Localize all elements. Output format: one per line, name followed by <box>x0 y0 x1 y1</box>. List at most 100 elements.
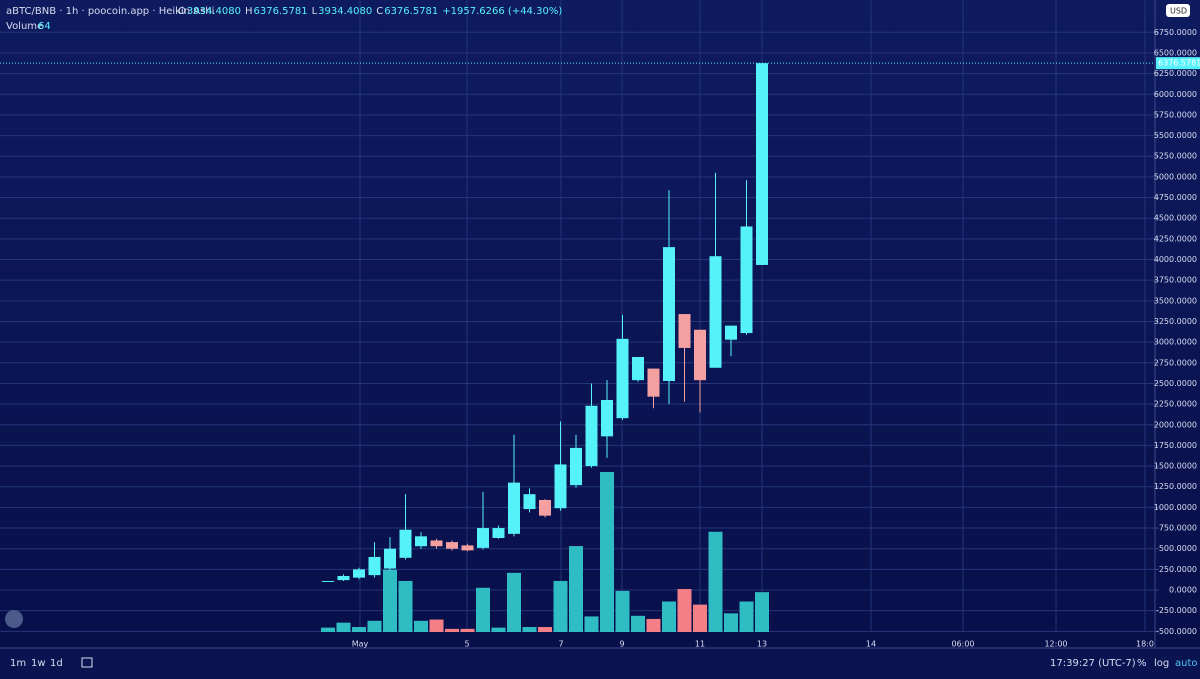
y-tick-label: 2250.0000 <box>1154 400 1197 409</box>
candle-body <box>616 338 629 419</box>
candle-body <box>601 399 613 437</box>
candle-body <box>353 569 365 578</box>
last-price-label: 6376.5781 <box>1158 59 1200 68</box>
candle-body <box>585 405 598 467</box>
y-tick-label: 2000.0000 <box>1154 420 1197 429</box>
y-tick-label: 6500.0000 <box>1154 48 1197 57</box>
volume-bar <box>755 592 769 632</box>
candle-body <box>492 528 505 538</box>
clock: 17:39:27 (UTC-7) <box>1050 658 1136 669</box>
candle-body <box>415 536 427 547</box>
y-tick-label: 3000.0000 <box>1154 338 1197 347</box>
change: +1957.6266 (+44.30%) <box>442 6 562 17</box>
y-tick-label: 4500.0000 <box>1154 214 1197 223</box>
volume-bar <box>522 627 537 632</box>
candle-body <box>399 529 412 558</box>
ohlc-key: H <box>245 6 253 17</box>
y-tick-label: 2750.0000 <box>1154 358 1197 367</box>
y-tick-label: 6000.0000 <box>1154 90 1197 99</box>
x-tick-label: 14 <box>866 640 876 649</box>
y-tick-label: 4250.0000 <box>1154 234 1197 243</box>
y-tick-label: 2500.0000 <box>1154 379 1197 388</box>
candle-body <box>756 63 768 265</box>
x-tick-label: 11 <box>695 640 705 649</box>
y-tick-label: 6750.0000 <box>1154 28 1197 37</box>
y-tick-label: 4750.0000 <box>1154 193 1197 202</box>
x-tick-label: 7 <box>558 640 563 649</box>
candle-body <box>647 368 660 397</box>
y-tick-label: 3250.0000 <box>1154 317 1197 326</box>
candle-body <box>539 499 551 516</box>
x-tick-label: 06:00 <box>951 640 974 649</box>
volume-bar <box>708 531 723 632</box>
y-tick-label: 0.0000 <box>1169 586 1197 595</box>
volume-bar <box>460 628 475 632</box>
volume-bar <box>677 589 692 632</box>
candle-body <box>709 256 722 368</box>
volume-bar <box>646 618 661 632</box>
volume-bar <box>538 627 552 632</box>
y-tick-label: 6250.0000 <box>1154 69 1197 78</box>
ohlc-value: 3934.4080 <box>318 6 372 17</box>
volume-bar <box>631 615 645 632</box>
x-tick-label: May <box>352 640 369 649</box>
volume-bar <box>693 604 707 632</box>
candle-body <box>384 548 396 569</box>
y-tick-label: -500.0000 <box>1156 627 1197 636</box>
volume-bar <box>724 613 738 632</box>
x-tick-label: 9 <box>619 640 624 649</box>
candle-body <box>632 357 644 381</box>
y-tick-label: 5250.0000 <box>1154 152 1197 161</box>
range-button[interactable]: 1d <box>50 658 63 669</box>
candle-body <box>461 545 474 551</box>
y-tick-label: 3500.0000 <box>1154 296 1197 305</box>
range-button[interactable]: 1m <box>10 658 26 669</box>
volume-bar <box>615 590 630 632</box>
candle-body <box>570 447 582 486</box>
log-toggle[interactable]: log <box>1154 658 1169 669</box>
volume-bar <box>352 627 366 632</box>
volume-bar <box>600 472 614 632</box>
ohlc-value: 6376.5781 <box>384 6 438 17</box>
percent-toggle[interactable]: % <box>1137 658 1147 669</box>
y-tick-label: 5500.0000 <box>1154 131 1197 140</box>
candle-body <box>678 314 691 348</box>
symbol: aBTC/BNB · 1h · poocoin.app · Heikin Ash… <box>6 6 214 17</box>
volume-bar <box>584 616 599 632</box>
candle-body <box>725 325 737 340</box>
volume-bar <box>569 546 583 632</box>
y-tick-label: 3750.0000 <box>1154 276 1197 285</box>
candle-body <box>554 464 567 509</box>
currency[interactable]: USD <box>1170 7 1187 16</box>
volume-bar <box>662 601 676 632</box>
candles <box>322 63 768 582</box>
date-range-icon[interactable] <box>81 657 93 668</box>
y-tick-label: 500.0000 <box>1159 544 1197 553</box>
candle-body <box>663 247 675 381</box>
ohlc-key: O <box>178 6 186 17</box>
x-tick-label: 13 <box>757 640 767 649</box>
ohlc-key: C <box>376 6 383 17</box>
volume-bar <box>398 580 413 632</box>
volume-bar <box>476 587 490 632</box>
y-tick-label: 5000.0000 <box>1154 172 1197 181</box>
y-tick-label: 1250.0000 <box>1154 482 1197 491</box>
volume-bar <box>383 569 397 632</box>
candle-body <box>523 494 536 510</box>
volume-bar <box>553 580 568 632</box>
volume-bar <box>321 627 335 632</box>
y-tick-label: 750.0000 <box>1159 524 1197 533</box>
range-button[interactable]: 1w <box>31 658 46 669</box>
volume-bar <box>414 620 428 632</box>
volume-pane <box>321 472 769 632</box>
currency-button[interactable] <box>1166 4 1190 17</box>
volume-value: 64 <box>38 21 51 32</box>
x-tick-label: 18:0 <box>1136 640 1154 649</box>
candle-body <box>694 329 706 381</box>
ohlc-value: 3934.4080 <box>187 6 241 17</box>
volume-bar <box>367 620 382 632</box>
x-tick-label: 5 <box>464 640 469 649</box>
auto-toggle[interactable]: auto <box>1175 658 1198 669</box>
